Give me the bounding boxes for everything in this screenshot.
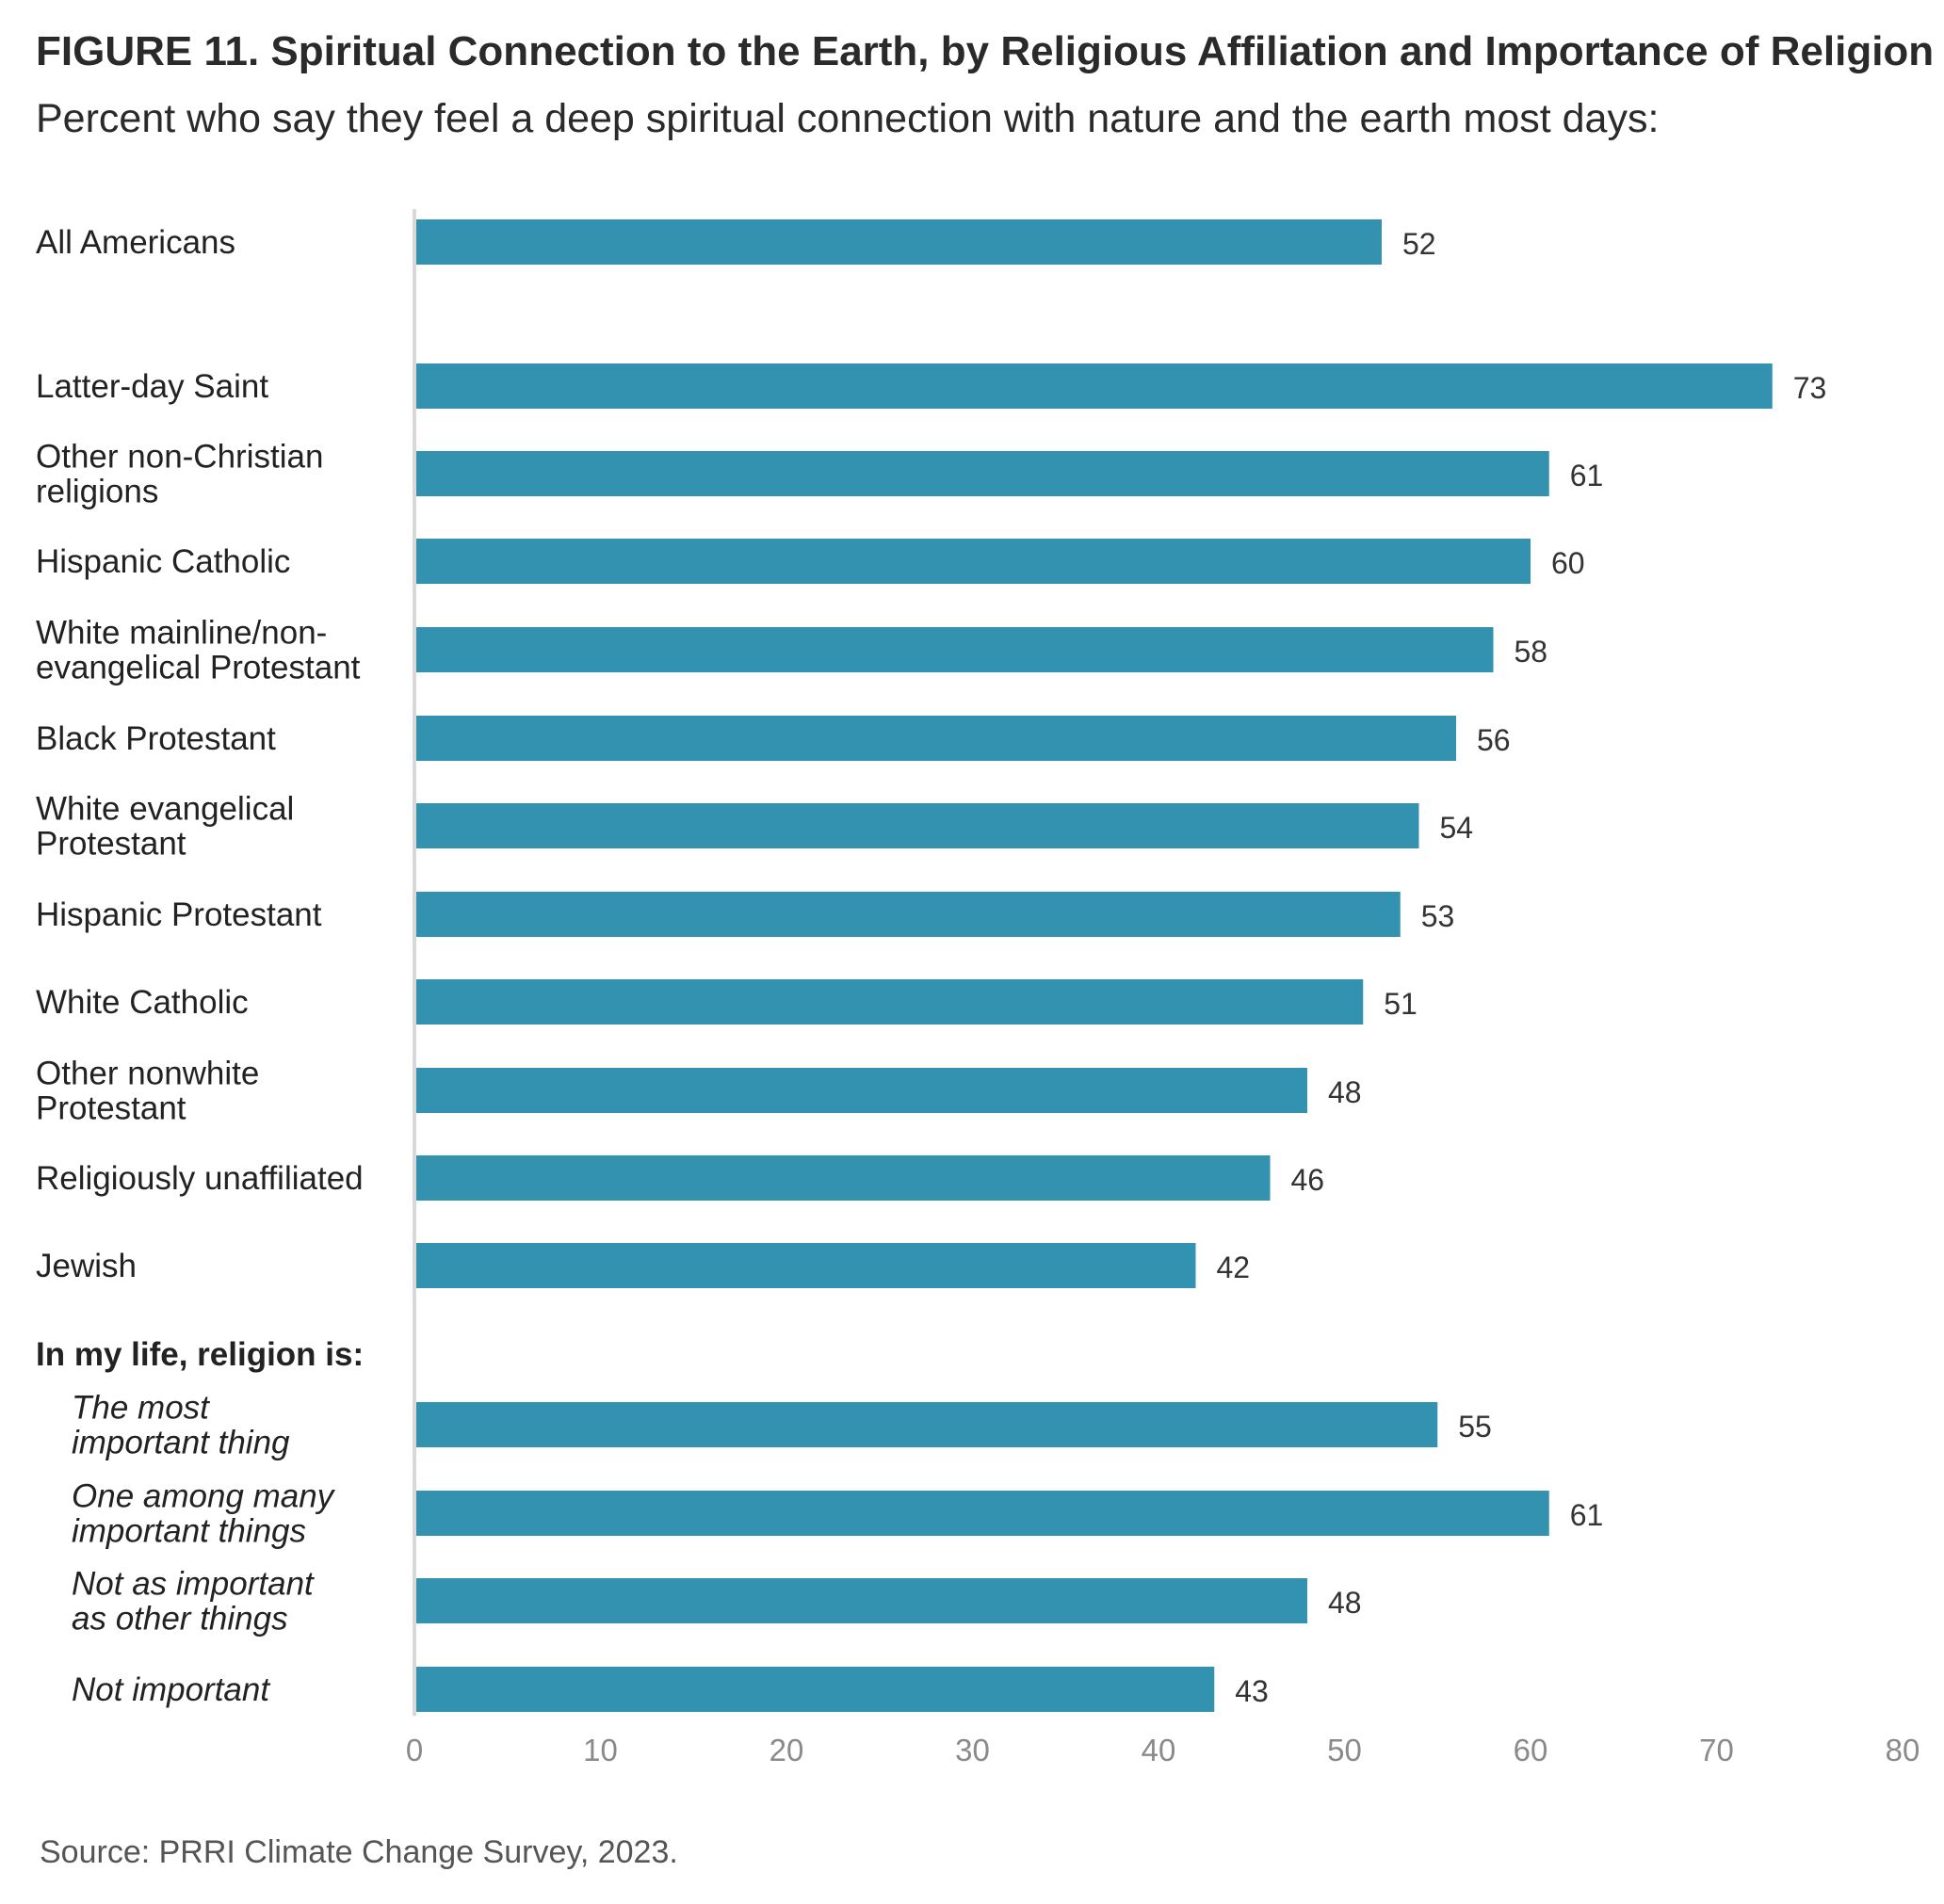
bar-value-label: 51 xyxy=(1384,987,1418,1021)
bar-value-label: 58 xyxy=(1515,635,1548,669)
x-tick-label: 60 xyxy=(1514,1733,1548,1767)
bar xyxy=(416,1491,1549,1536)
bar-value-label: 48 xyxy=(1328,1586,1362,1620)
category-label: Jewish xyxy=(36,1248,137,1284)
section-heading: In my life, religion is: xyxy=(36,1336,364,1373)
bar xyxy=(416,219,1382,265)
bar-value-label: 48 xyxy=(1328,1075,1362,1109)
bar xyxy=(416,1155,1271,1201)
bar xyxy=(416,627,1494,672)
bar-value-label: 73 xyxy=(1793,371,1827,405)
bar xyxy=(416,1243,1196,1288)
bar xyxy=(416,1667,1215,1712)
bar xyxy=(416,1402,1438,1447)
bar-value-label: 55 xyxy=(1458,1410,1492,1444)
category-label: Black Protestant xyxy=(36,720,276,757)
category-label: The most important thing xyxy=(72,1390,290,1461)
bar xyxy=(416,1578,1307,1623)
bar-value-label: 52 xyxy=(1402,227,1436,261)
bar-value-label: 43 xyxy=(1235,1674,1269,1708)
category-label: Religiously unaffiliated xyxy=(36,1160,364,1197)
category-label: One among many important things xyxy=(72,1478,336,1550)
bar xyxy=(416,716,1456,761)
x-tick-label: 30 xyxy=(955,1733,990,1767)
x-tick-label: 10 xyxy=(583,1733,618,1767)
category-label: Not important xyxy=(72,1671,270,1708)
category-label: All Americans xyxy=(36,224,235,261)
bar-value-label: 46 xyxy=(1291,1163,1325,1197)
bar xyxy=(416,979,1364,1025)
bar xyxy=(416,803,1419,848)
category-label: Other non-Christian religions xyxy=(36,439,323,510)
bar xyxy=(416,363,1773,409)
category-label: White mainline/non-evangelical Protestan… xyxy=(36,615,361,686)
x-tick-label: 50 xyxy=(1327,1733,1362,1767)
source-note: Source: PRRI Climate Change Survey, 2023… xyxy=(40,1834,678,1870)
category-label: Latter-day Saint xyxy=(36,368,268,405)
bar-value-label: 53 xyxy=(1421,899,1455,933)
x-tick-label: 70 xyxy=(1699,1733,1734,1767)
bar-value-label: 56 xyxy=(1477,723,1511,757)
category-label: White evangelical Protestant xyxy=(36,791,294,863)
category-label: Other nonwhite Protestant xyxy=(36,1056,259,1127)
bar-value-label: 60 xyxy=(1551,546,1585,580)
bar xyxy=(416,451,1549,496)
x-tick-label: 0 xyxy=(406,1733,423,1767)
category-label: Hispanic Catholic xyxy=(36,543,290,580)
category-label: Not as important as other things xyxy=(72,1566,315,1638)
bar-value-label: 42 xyxy=(1217,1251,1251,1284)
x-tick-label: 80 xyxy=(1886,1733,1920,1767)
category-label: White Catholic xyxy=(36,984,249,1021)
bar xyxy=(416,1068,1307,1113)
x-tick-label: 20 xyxy=(770,1733,804,1767)
bar-value-label: 61 xyxy=(1570,459,1604,492)
chart-title: FIGURE 11. Spiritual Connection to the E… xyxy=(36,28,1935,74)
chart-subtitle: Percent who say they feel a deep spiritu… xyxy=(36,96,1660,141)
x-tick-label: 40 xyxy=(1142,1733,1176,1767)
bar-value-label: 61 xyxy=(1570,1498,1604,1532)
bar xyxy=(416,539,1531,584)
bar xyxy=(416,892,1401,937)
bar-value-label: 54 xyxy=(1440,811,1474,845)
category-label: Hispanic Protestant xyxy=(36,896,322,933)
